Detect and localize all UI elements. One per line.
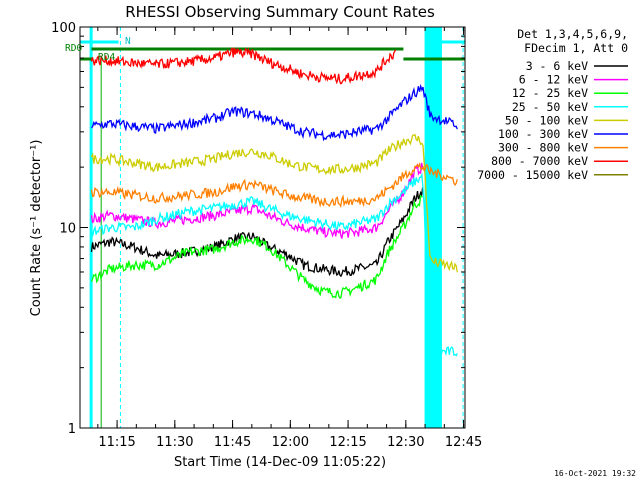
legend-label-7: 800 - 7000 keV <box>491 154 588 168</box>
legend-label-4: 50 - 100 keV <box>505 113 588 127</box>
cyan-band-right <box>424 27 442 428</box>
legend-label-3: 25 - 50 keV <box>512 100 588 114</box>
y-tick-label-1: 10 <box>59 222 76 237</box>
x-tick-label-4: 12:15 <box>329 435 366 450</box>
rd0-label: RD0 <box>65 43 82 54</box>
series-line-6 <box>90 162 458 209</box>
legend-label-2: 12 - 25 keV <box>512 86 588 100</box>
legend-header-line-2: FDecim 1, Att 0 <box>524 41 628 55</box>
legend-label-0: 3 - 6 keV <box>526 59 588 73</box>
legend-header-line-1: Det 1,3,4,5,6,9, <box>517 27 628 41</box>
series-line-0 <box>90 187 424 278</box>
series-line-7 <box>90 47 397 85</box>
y-tick-label-0: 1 <box>68 422 76 437</box>
x-tick-label-1: 11:30 <box>156 435 193 450</box>
series-line-3 <box>90 172 458 357</box>
legend-label-6: 300 - 800 keV <box>498 141 588 155</box>
legend-label-5: 100 - 300 keV <box>498 127 588 141</box>
y-tick-label-2: 100 <box>51 21 76 36</box>
series-line-2 <box>90 194 423 299</box>
series-line-1 <box>90 162 424 239</box>
cyan-band-left <box>89 27 93 428</box>
n-label: N <box>125 36 131 47</box>
series-line-4 <box>90 133 458 273</box>
x-tick-label-3: 12:00 <box>272 435 309 450</box>
legend-label-1: 6 - 12 keV <box>519 73 588 87</box>
legend-label-8: 7000 - 15000 keV <box>477 168 588 182</box>
series-line-5 <box>90 83 458 142</box>
y-axis-label: Count Rate (s⁻¹ detector⁻¹) <box>29 140 44 317</box>
x-tick-label-6: 12:45 <box>445 435 482 450</box>
chart-title: RHESSI Observing Summary Count Rates <box>125 3 435 21</box>
legend: Det 1,3,4,5,6,9, FDecim 1, Att 0 3 - 6 k… <box>477 27 628 182</box>
x-axis-label: Start Time (14-Dec-09 11:05:22) <box>174 455 386 470</box>
rd4-label: RD4 <box>98 52 115 63</box>
x-tick-label-2: 11:45 <box>214 435 251 450</box>
timestamp: 16-Oct-2021 19:32 <box>554 469 636 478</box>
x-tick-label-5: 12:30 <box>387 435 424 450</box>
x-tick-label-0: 11:15 <box>98 435 135 450</box>
